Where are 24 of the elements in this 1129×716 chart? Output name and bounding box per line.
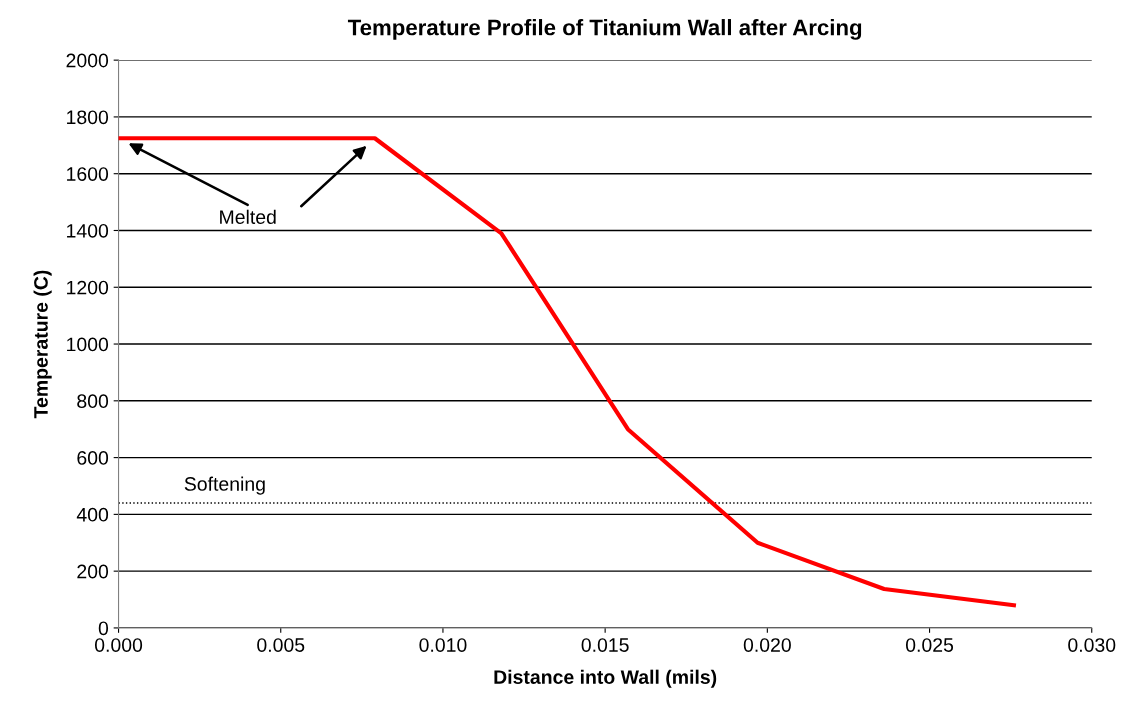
y-tick-label: 1800	[67, 110, 109, 125]
x-tick-label: 0.015	[581, 638, 629, 652]
chart-title: Temperature Profile of Titanium Wall after Arcing	[347, 19, 862, 40]
x-axis-title: Distance into Wall (mils)	[494, 669, 717, 688]
x-tick-label: 0.030	[1068, 638, 1116, 652]
y-tick-label: 600	[77, 451, 109, 465]
y-tick-label: 0	[98, 621, 109, 636]
y-tick-label: 1600	[67, 167, 109, 181]
annotation: Melted	[220, 209, 276, 224]
x-tick-label: 0.025	[905, 638, 954, 652]
x-tick-label: 0.000	[94, 638, 143, 652]
y-tick-label: 1000	[67, 337, 109, 352]
y-tick-label: 400	[76, 507, 109, 522]
y-axis-title: Temperature (C)	[33, 270, 52, 419]
x-tick-label: 0.010	[419, 638, 467, 652]
y-tick-label: 1200	[67, 280, 109, 295]
y-tick-label: 200	[77, 564, 109, 579]
line-series	[118, 136, 1016, 608]
ref-line-label: Softening	[184, 476, 265, 495]
y-tick-label: 1400	[67, 223, 109, 238]
x-tick-label: 0.005	[257, 638, 305, 652]
y-tick-label: 800	[77, 394, 109, 409]
x-tick-label: 0.020	[743, 638, 791, 652]
y-tick-label: 2000	[66, 53, 109, 68]
